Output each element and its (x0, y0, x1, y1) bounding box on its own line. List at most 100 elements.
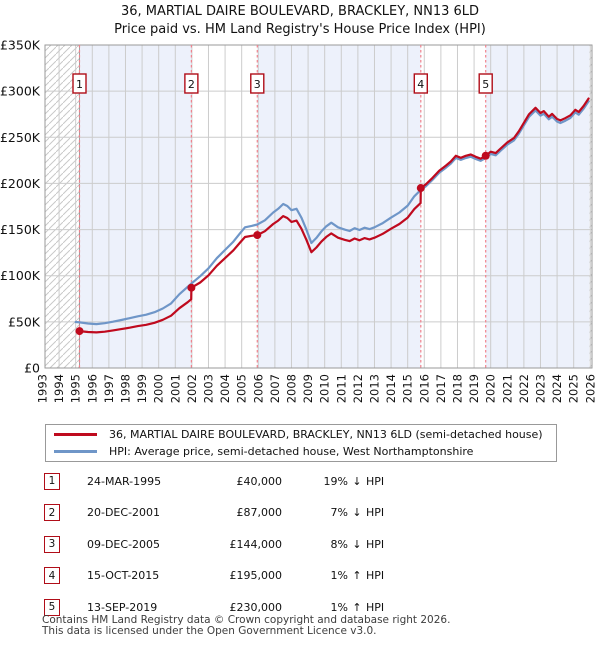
sale-number-box (250, 73, 265, 94)
x-axis-tick-label: 2001 (168, 374, 182, 403)
sale-number-box (184, 73, 199, 94)
sale-point-marker (481, 151, 490, 160)
ownership-period-band (485, 45, 590, 368)
transaction-number-badge: 4 (44, 567, 60, 584)
transaction-date: 15-OCT-2015 (87, 569, 160, 582)
ownership-period-band (79, 45, 192, 368)
transaction-number-badge: 2 (44, 504, 60, 521)
x-axis-tick-label: 2002 (185, 374, 199, 403)
y-axis-tick-label: £50K (8, 314, 41, 329)
sale-point-marker (75, 327, 84, 336)
page-title: 36, MARTIAL DAIRE BOULEVARD, BRACKLEY, N… (120, 4, 480, 19)
no-data-hatched-region (45, 45, 80, 368)
price-paid-line-series (78, 97, 590, 334)
x-axis-tick-label: 2012 (351, 374, 365, 403)
arrow-down-icon: ↓ (352, 506, 362, 519)
sale-number-label: 4 (417, 78, 424, 91)
transaction-hpi-ref: HPI (366, 506, 385, 519)
x-axis-tick-label: 2017 (434, 374, 448, 403)
page-subtitle: Price paid vs. HM Land Registry's House … (114, 22, 486, 37)
x-axis-tick-label: 1998 (118, 374, 132, 403)
y-axis-tick-label: £150K (0, 222, 41, 237)
sale-point-marker (253, 231, 262, 240)
transaction-number-badge: 5 (44, 598, 60, 616)
x-axis-tick-label: 2026 (583, 374, 597, 403)
x-axis-tick-label: 1996 (85, 374, 99, 403)
x-axis-tick-label: 2025 (567, 374, 581, 403)
arrow-down-icon: ↓ (352, 537, 362, 551)
transaction-hpi-delta: 8% (330, 537, 348, 551)
transaction-hpi-delta: 7% (330, 506, 348, 519)
plot-border (44, 44, 593, 369)
arrow-up-icon: ↑ (352, 569, 362, 582)
sale-number-box (478, 73, 493, 94)
x-axis-tick-label: 2011 (334, 374, 348, 403)
x-axis-tick-label: 2005 (235, 374, 249, 403)
legend-item-hpi: HPI: Average price, semi-detached house,… (46, 445, 556, 459)
x-axis-tick-label: 2023 (533, 374, 547, 403)
transaction-hpi-ref: HPI (366, 600, 385, 614)
x-axis-tick-label: 2016 (417, 374, 431, 403)
transaction-price: £195,000 (229, 569, 283, 582)
transaction-hpi-ref: HPI (366, 569, 385, 582)
sale-number-label: 2 (188, 78, 195, 91)
x-axis-tick-label: 2006 (251, 374, 265, 403)
x-axis-tick-label: 2021 (500, 374, 514, 403)
y-axis-tick-label: £350K (0, 40, 41, 53)
sale-number-box (72, 73, 87, 94)
arrow-down-icon: ↓ (352, 474, 362, 488)
transaction-price: £144,000 (229, 537, 283, 551)
sale-number-label: 5 (482, 78, 489, 91)
x-axis-tick-label: 1995 (69, 374, 83, 403)
sale-point-marker (416, 184, 425, 193)
legend-line-swatch (54, 433, 97, 436)
ownership-period-band (257, 45, 421, 368)
x-axis-tick-label: 2019 (467, 374, 481, 403)
y-axis-tick-label: £100K (0, 268, 41, 283)
transaction-price: £87,000 (236, 506, 283, 519)
x-axis-tick-label: 2018 (450, 374, 464, 403)
x-axis-tick-label: 2000 (152, 374, 166, 403)
x-axis-tick-label: 1999 (135, 374, 149, 403)
legend-label: HPI: Average price, semi-detached house,… (109, 445, 474, 458)
x-axis-tick-label: 2010 (318, 374, 332, 403)
legend-item-price-paid: 36, MARTIAL DAIRE BOULEVARD, BRACKLEY, N… (46, 428, 556, 442)
transaction-hpi-delta: 19% (323, 474, 348, 488)
x-axis-tick-label: 2008 (284, 374, 298, 403)
sale-number-label: 1 (76, 78, 83, 91)
chart-legend: 36, MARTIAL DAIRE BOULEVARD, BRACKLEY, N… (45, 424, 557, 462)
x-axis-tick-label: 2015 (401, 374, 415, 403)
x-axis-tick-label: 1993 (35, 374, 49, 403)
sale-point-marker (187, 283, 196, 292)
transaction-date: 24-MAR-1995 (87, 474, 162, 488)
y-axis-tick-label: £200K (0, 176, 41, 191)
legend-label: 36, MARTIAL DAIRE BOULEVARD, BRACKLEY, N… (109, 428, 543, 441)
x-axis-tick-label: 2024 (550, 374, 564, 403)
x-axis-tick-label: 2020 (484, 374, 498, 403)
transaction-row: 4 15-OCT-2015 £195,000 1% ↑ HPI (44, 566, 384, 586)
transaction-hpi-delta: 1% (330, 569, 348, 582)
transaction-number-badge: 1 (44, 472, 60, 490)
x-axis-tick-label: 1994 (52, 374, 66, 403)
transaction-hpi-ref: HPI (366, 537, 385, 551)
footer-attribution: Contains HM Land Registry data © Crown c… (42, 614, 451, 626)
transaction-date: 09-DEC-2005 (87, 537, 161, 551)
x-axis-tick-label: 2009 (301, 374, 315, 403)
transaction-hpi-ref: HPI (366, 474, 385, 488)
y-axis-tick-label: £0 (24, 361, 40, 376)
sale-number-box (413, 73, 428, 94)
transaction-number-badge: 3 (44, 535, 60, 553)
y-axis-tick-label: £250K (0, 130, 41, 145)
transaction-date: 13-SEP-2019 (87, 600, 158, 614)
transaction-date: 20-DEC-2001 (87, 506, 161, 519)
transaction-row: 3 09-DEC-2005 £144,000 8% ↓ HPI (44, 534, 384, 554)
x-axis-tick-label: 2022 (517, 374, 531, 403)
transaction-hpi-delta: 1% (330, 600, 348, 614)
x-axis-tick-label: 2013 (367, 374, 381, 403)
y-axis-tick-label: £300K (0, 84, 41, 99)
x-axis-tick-label: 2003 (201, 374, 215, 403)
transaction-price: £230,000 (229, 600, 283, 614)
legend-line-swatch (54, 450, 97, 453)
transaction-row: 1 24-MAR-1995 £40,000 19% ↓ HPI (44, 471, 384, 491)
